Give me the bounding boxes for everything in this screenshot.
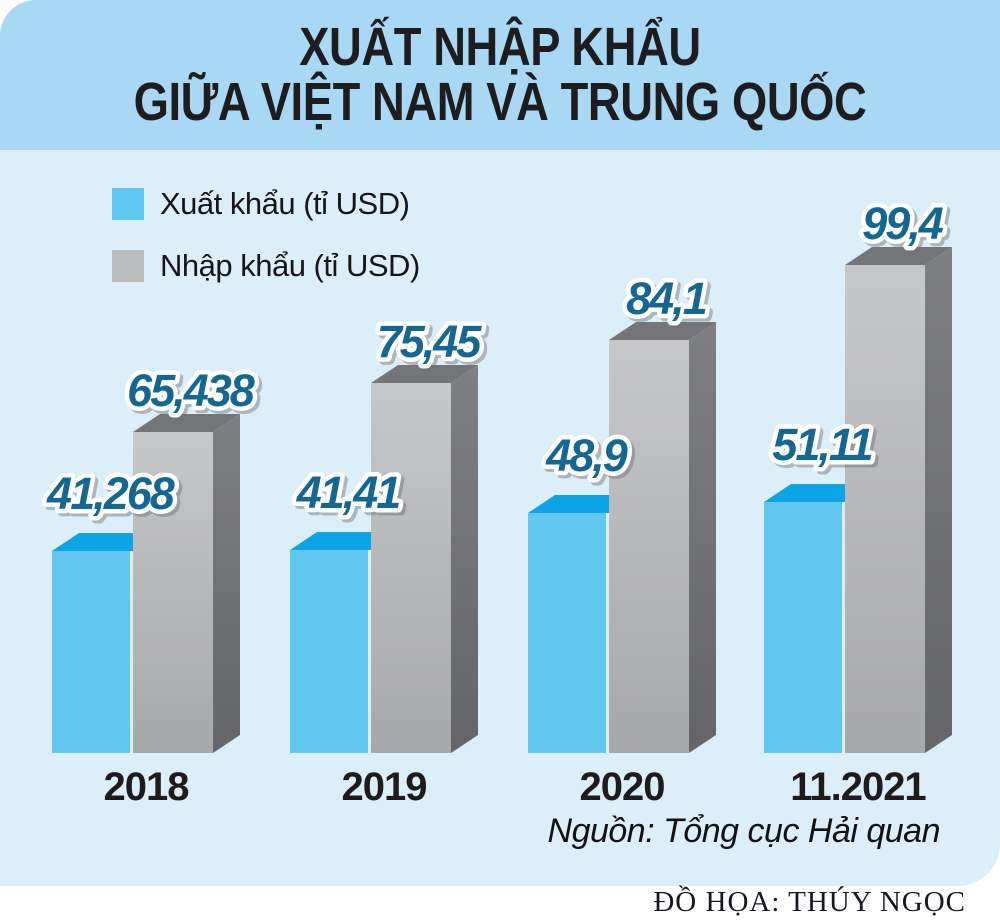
export-bar-2018 — [52, 551, 130, 753]
import-bar-side-2020 — [689, 322, 716, 753]
export-bar-2019 — [290, 550, 368, 753]
export-swatch-icon — [112, 188, 144, 220]
export-bar-2020 — [528, 513, 606, 753]
import-bar-side-2018 — [213, 414, 240, 753]
import-swatch-icon — [112, 250, 144, 282]
import-bar-side-2019 — [451, 365, 478, 753]
infographic-panel: XUẤT NHẬP KHẨU GIỮA VIỆT NAM VÀ TRUNG QU… — [0, 0, 1000, 886]
import-bar-top-11.2021 — [845, 247, 952, 265]
export-value-label-11.2021: 51,11 — [772, 419, 871, 470]
import-value-label-11.2021: 99,4 — [862, 198, 944, 249]
chart-title-line2: GIỮA VIỆT NAM VÀ TRUNG QUỐC — [133, 72, 867, 132]
export-value-label-2020: 48,9 — [545, 430, 628, 481]
legend-item-export: Xuất khẩu (tỉ USD) — [112, 186, 420, 222]
import-bar-top-2019 — [371, 365, 478, 383]
import-bar-2019 — [371, 383, 451, 753]
category-label-2018: 2018 — [104, 765, 190, 809]
category-label-2020: 2020 — [580, 765, 665, 809]
import-value-label-2018: 65,438 — [127, 365, 255, 416]
export-legend-label: Xuất khẩu (tỉ USD) — [160, 186, 410, 221]
export-value-label-2019: 41,41 — [296, 467, 400, 518]
import-value-label-2020: 84,1 — [626, 273, 706, 324]
source-note: Nguồn: Tổng cục Hải quan — [547, 812, 941, 850]
title-band: XUẤT NHẬP KHẨU GIỮA VIỆT NAM VÀ TRUNG QU… — [0, 0, 1000, 150]
legend: Xuất khẩu (tỉ USD) Nhập khẩu (tỉ USD) — [112, 186, 420, 310]
category-label-11.2021: 11.2021 — [790, 765, 926, 809]
bar-chart-svg: 2018 2019 2020 11.2021 41,268 65,438 41,41 75,4… — [42, 194, 952, 809]
export-value-label-2018: 41,268 — [46, 468, 175, 519]
import-bar-2018 — [133, 432, 213, 753]
category-label-2019: 2019 — [342, 765, 427, 809]
chart-title-line1: XUẤT NHẬP KHẨU — [299, 17, 701, 77]
import-legend-label: Nhập khẩu (tỉ USD) — [160, 248, 420, 283]
import-bar-11.2021 — [845, 265, 925, 753]
import-bar-2020 — [609, 340, 689, 753]
import-bar-top-2018 — [133, 414, 240, 432]
import-value-label-2019: 75,45 — [377, 316, 483, 367]
import-bar-side-11.2021 — [925, 247, 952, 753]
export-bar-11.2021 — [764, 502, 842, 753]
legend-item-import: Nhập khẩu (tỉ USD) — [112, 248, 420, 284]
credit-line: ĐỒ HỌA: THÚY NGỌC — [653, 886, 966, 918]
chart-title: XUẤT NHẬP KHẨU GIỮA VIỆT NAM VÀ TRUNG QU… — [0, 0, 1000, 130]
import-bar-top-2020 — [609, 322, 716, 340]
